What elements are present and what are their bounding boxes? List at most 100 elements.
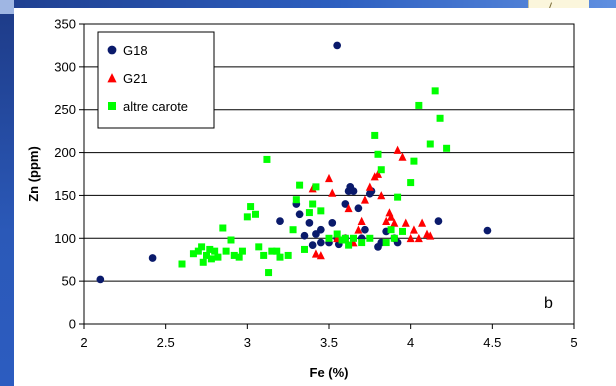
- data-point: [247, 203, 255, 211]
- data-point: [366, 234, 374, 242]
- data-point: [284, 251, 292, 259]
- x-tick-label: 2.5: [157, 335, 175, 350]
- data-point: [387, 226, 395, 234]
- data-point: [308, 241, 317, 249]
- data-point: [361, 225, 369, 234]
- y-axis-title: Zn (ppm): [26, 146, 41, 202]
- x-tick-label: 3: [244, 335, 251, 350]
- data-point: [211, 247, 219, 255]
- y-tick-label: 200: [54, 145, 76, 160]
- data-point: [222, 247, 230, 255]
- data-point: [344, 203, 353, 213]
- slide-background-strip: [0, 0, 14, 386]
- legend-label: G18: [123, 43, 148, 58]
- data-point: [333, 230, 341, 238]
- data-point: [295, 210, 304, 219]
- data-point: [354, 225, 363, 234]
- data-point: [309, 200, 317, 208]
- legend-label: altre carote: [123, 99, 188, 114]
- legend-box: [97, 31, 215, 129]
- panel-label: b: [544, 295, 553, 312]
- data-point: [305, 219, 314, 227]
- y-tick-label: 150: [54, 188, 76, 203]
- data-point: [360, 195, 369, 204]
- data-point: [219, 224, 227, 232]
- data-point: [357, 216, 366, 225]
- data-point: [398, 152, 407, 161]
- data-point: [203, 251, 210, 259]
- data-point: [238, 247, 246, 255]
- data-point: [426, 140, 434, 148]
- data-point: [276, 217, 284, 225]
- data-point: [382, 216, 391, 225]
- data-point: [358, 239, 366, 247]
- data-point: [189, 250, 197, 258]
- data-point: [230, 251, 238, 259]
- x-tick-label: 4.5: [483, 335, 501, 350]
- data-point: [276, 253, 284, 261]
- data-point: [443, 144, 451, 152]
- data-point: [96, 275, 105, 284]
- data-point: [426, 231, 435, 240]
- data-point: [415, 101, 423, 109]
- x-tick-label: 2: [80, 335, 87, 350]
- data-point: [434, 217, 443, 225]
- scatter-chart: 0 50 100 150 200 250 300 350 2 2.5 3 3.5 4 4.5 5 Fe (…: [26, 17, 578, 381]
- data-point: [324, 173, 334, 183]
- data-point: [296, 181, 304, 189]
- data-point: [316, 251, 325, 260]
- legend-marker: [108, 102, 116, 110]
- data-point: [312, 183, 320, 191]
- data-point: [399, 227, 406, 235]
- data-point: [406, 233, 415, 243]
- data-point: [292, 196, 300, 204]
- y-axis: 0 50 100 150 200 250 300 350: [54, 17, 84, 332]
- data-point: [243, 213, 251, 221]
- data-point: [207, 255, 215, 263]
- data-point: [328, 188, 337, 197]
- series-altre-carote: [178, 87, 451, 277]
- x-tick-label: 3.5: [320, 335, 338, 350]
- data-point: [373, 169, 383, 178]
- y-tick-label: 250: [54, 102, 76, 117]
- data-point: [436, 114, 444, 122]
- y-tick-label: 0: [69, 317, 76, 332]
- data-point: [409, 225, 418, 234]
- x-axis: 2 2.5 3 3.5 4 4.5 5: [80, 324, 578, 350]
- data-point: [252, 210, 259, 218]
- legend-label: G21: [123, 71, 148, 86]
- data-point: [317, 207, 325, 215]
- data-point: [401, 218, 410, 227]
- y-tick-label: 300: [54, 59, 76, 74]
- data-point: [289, 226, 297, 234]
- data-point: [305, 209, 313, 217]
- data-point: [328, 219, 337, 227]
- data-point: [301, 245, 308, 253]
- data-point: [418, 218, 427, 227]
- data-point: [350, 234, 357, 242]
- data-point: [198, 243, 206, 251]
- data-point: [311, 249, 320, 258]
- data-point: [354, 204, 363, 213]
- data-point: [194, 247, 202, 255]
- data-point: [333, 41, 342, 50]
- data-point: [393, 145, 402, 154]
- data-point: [273, 247, 281, 255]
- data-point: [394, 193, 402, 201]
- data-point: [387, 212, 396, 221]
- data-point: [255, 243, 263, 251]
- legend: G18 G21 altre carote: [97, 31, 215, 129]
- data-point: [431, 87, 439, 95]
- legend-marker: [107, 45, 117, 55]
- data-point: [316, 225, 325, 234]
- y-tick-label: 50: [62, 274, 76, 289]
- data-point: [414, 233, 423, 243]
- data-point: [341, 200, 350, 208]
- legend-marker: [107, 73, 117, 83]
- data-point: [345, 241, 353, 249]
- data-point: [377, 166, 385, 174]
- data-point: [300, 231, 309, 240]
- data-points: [96, 41, 492, 284]
- data-point: [374, 150, 382, 158]
- data-point: [260, 251, 268, 259]
